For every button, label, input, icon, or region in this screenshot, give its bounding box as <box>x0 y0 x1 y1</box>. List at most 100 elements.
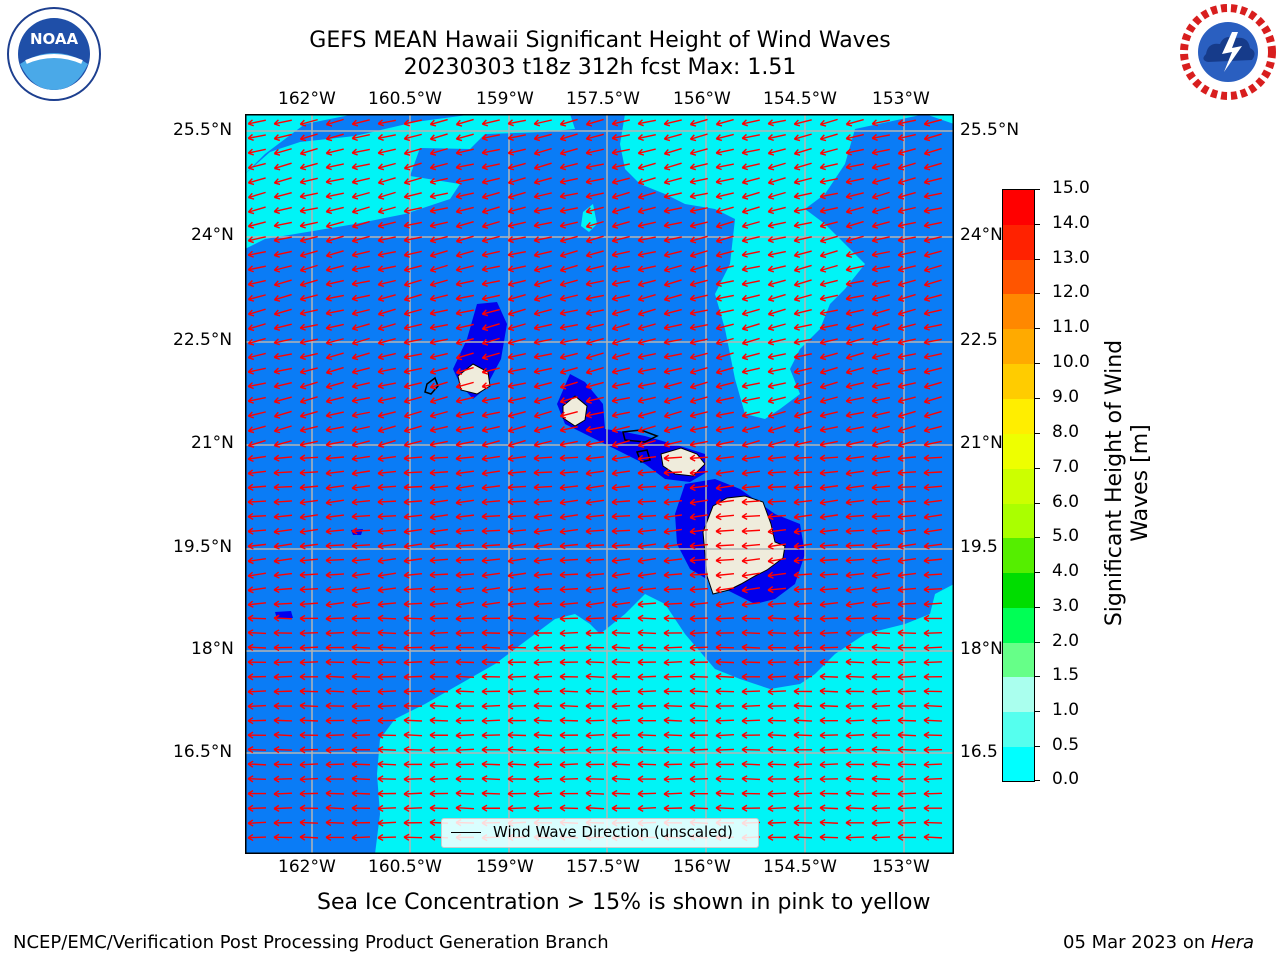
wind-arrow <box>273 440 292 448</box>
wind-arrow <box>351 614 371 623</box>
wind-arrow <box>559 425 578 434</box>
wind-arrow <box>403 207 422 215</box>
wind-arrow <box>767 629 787 637</box>
wind-arrow <box>273 804 293 812</box>
wind-arrow <box>533 192 552 200</box>
wind-arrow <box>559 381 578 390</box>
wind-arrow <box>325 221 344 229</box>
wind-arrow <box>611 643 631 651</box>
lat-label-left-5: 19.5°N <box>173 537 233 557</box>
wind-arrow <box>715 206 734 215</box>
wind-arrow <box>871 687 891 696</box>
wind-arrow <box>767 439 786 448</box>
wind-arrow <box>611 148 630 156</box>
wind-arrow <box>741 206 760 215</box>
wind-arrow <box>871 600 891 608</box>
wind-arrow <box>481 702 501 710</box>
wind-arrow <box>533 367 552 375</box>
colorbar-tick-label: 12.0 <box>1052 282 1090 302</box>
lon-label-top-6: 154.5°W <box>763 89 837 109</box>
colorbar-tick-mark <box>1034 503 1040 504</box>
wind-arrow <box>689 177 708 185</box>
colorbar-tick-label: 11.0 <box>1052 317 1090 337</box>
wind-arrow <box>793 498 813 506</box>
wind-arrow <box>897 804 917 813</box>
wind-arrow <box>689 513 709 521</box>
wind-arrow <box>923 585 943 594</box>
wind-arrow <box>715 469 735 477</box>
wind-arrow <box>481 337 500 346</box>
wind-arrow <box>611 235 630 244</box>
wind-wave-direction-arrows <box>247 118 943 842</box>
wind-arrow <box>637 688 657 696</box>
wind-arrow <box>819 498 838 506</box>
wind-arrow <box>767 527 787 535</box>
wind-arrow <box>403 454 423 462</box>
wind-arrow <box>507 542 527 550</box>
wind-arrow <box>923 177 942 185</box>
wind-arrow <box>455 746 475 754</box>
wind-arrow <box>481 571 501 579</box>
wind-arrow <box>871 789 891 798</box>
wind-arrow <box>767 191 786 200</box>
wind-arrow <box>403 425 422 434</box>
wind-arrow <box>403 629 423 637</box>
wind-arrow <box>429 192 448 200</box>
wind-arrow <box>611 600 631 608</box>
wind-arrow <box>741 775 761 783</box>
wind-arrow <box>377 512 397 521</box>
wind-arrow <box>585 658 605 666</box>
wind-arrow <box>455 309 474 317</box>
wind-arrow <box>793 702 813 710</box>
wind-arrow <box>429 644 449 652</box>
wind-arrow <box>689 221 708 229</box>
sea-region-high-northeast <box>620 114 954 419</box>
colorbar-segment <box>1003 608 1034 643</box>
wind-arrow <box>507 775 527 783</box>
wind-arrow <box>299 235 318 244</box>
wind-arrow <box>273 425 292 434</box>
wind-arrow <box>299 498 319 506</box>
wind-arrow <box>793 658 813 667</box>
legend-label: Wind Wave Direction (unscaled) <box>493 823 733 841</box>
colorbar-tick-label: 0.5 <box>1052 735 1080 755</box>
wind-arrow <box>663 381 682 390</box>
wind-arrow <box>507 352 526 361</box>
wind-arrow <box>715 658 735 666</box>
wind-arrow <box>455 658 475 666</box>
wind-arrow <box>585 615 605 623</box>
wind-arrow <box>715 643 735 652</box>
wind-arrow <box>793 629 813 637</box>
wind-arrow <box>507 162 526 171</box>
wind-arrow <box>741 308 760 317</box>
wind-arrow <box>559 658 579 666</box>
wind-arrow <box>247 439 266 448</box>
wind-arrow <box>429 731 449 739</box>
wind-arrow <box>403 527 423 536</box>
wind-arrow <box>767 571 787 579</box>
wind-arrow <box>663 542 683 550</box>
wind-arrow <box>715 118 734 127</box>
wind-arrow <box>585 687 605 695</box>
wind-arrow <box>689 716 709 725</box>
wind-arrow <box>325 118 344 127</box>
wind-arrow <box>247 629 267 637</box>
wind-arrow <box>767 775 787 783</box>
wind-arrow <box>247 469 267 477</box>
wind-arrow <box>403 264 422 273</box>
wind-arrow <box>793 775 813 783</box>
wind-arrow <box>689 789 709 798</box>
wind-arrow <box>299 338 318 346</box>
wind-arrow <box>585 148 604 156</box>
wind-arrow <box>585 629 605 637</box>
wind-arrow <box>767 265 786 273</box>
wind-arrow <box>559 600 579 608</box>
wind-arrow <box>351 834 371 842</box>
wind-arrow <box>871 498 891 506</box>
wind-arrow <box>715 760 735 769</box>
wind-arrow <box>637 119 656 127</box>
wind-arrow <box>585 672 605 681</box>
wind-arrow <box>767 833 787 842</box>
wind-arrow <box>897 323 916 331</box>
wind-arrow <box>247 688 267 696</box>
